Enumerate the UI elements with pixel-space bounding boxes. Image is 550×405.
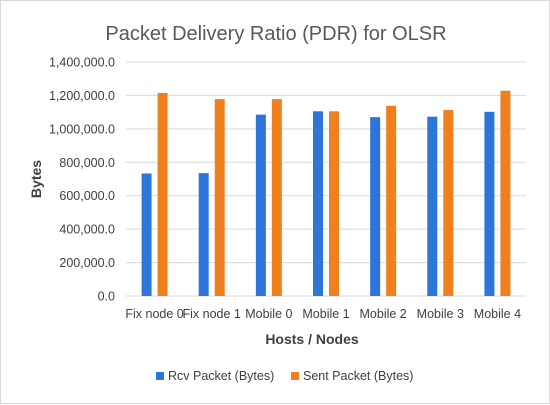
- bar-sent: [443, 109, 454, 296]
- legend-swatch: [156, 372, 164, 380]
- bar-rcv: [198, 173, 209, 296]
- x-tick-label: Mobile 1: [302, 307, 349, 321]
- y-tick-label: 400,000.0: [59, 223, 115, 237]
- bar-rcv: [313, 111, 323, 296]
- x-tick-label: Fix node 0: [125, 307, 183, 321]
- y-axis-title: Bytes: [28, 160, 44, 198]
- x-tick-label: Mobile 2: [360, 307, 407, 321]
- bar-sent: [271, 99, 282, 296]
- legend: Rcv Packet (Bytes) Sent Packet (Bytes): [156, 369, 413, 383]
- y-tick-label: 800,000.0: [59, 156, 115, 170]
- x-tick-label: Mobile 4: [474, 307, 521, 321]
- legend-swatch: [291, 372, 299, 380]
- bar-sent: [214, 99, 225, 296]
- y-tick-label: 0.0: [98, 290, 115, 304]
- x-tick-label: Fix node 1: [183, 307, 241, 321]
- gridlines: [126, 61, 526, 297]
- bar-rcv: [370, 117, 381, 297]
- legend-label: Sent Packet (Bytes): [303, 369, 413, 383]
- y-tick-label: 1,400,000.0: [49, 56, 115, 70]
- x-tick-label: Mobile 3: [417, 307, 464, 321]
- y-tick-label: 1,200,000.0: [49, 89, 115, 103]
- x-tick-label: Mobile 0: [245, 307, 292, 321]
- bar-rcv: [255, 114, 266, 297]
- bar-rcv: [484, 111, 495, 297]
- bars: [141, 90, 511, 297]
- legend-label: Rcv Packet (Bytes): [168, 369, 274, 383]
- bar-rcv: [427, 116, 438, 296]
- bar-sent: [386, 105, 397, 296]
- y-axis-ticks: 0.0 200,000.0 400,000.0 600,000.0 800,000.0 1…: [49, 56, 115, 304]
- y-tick-label: 200,000.0: [59, 256, 115, 270]
- y-tick-label: 1,000,000.0: [49, 122, 115, 136]
- x-axis-title: Hosts / Nodes: [265, 331, 359, 347]
- bar-rcv: [141, 173, 152, 296]
- chart-title: Packet Delivery Ratio (PDR) for OLSR: [105, 23, 446, 45]
- bar-sent: [500, 90, 511, 297]
- bar-sent: [329, 111, 339, 296]
- bar-sent: [157, 92, 168, 297]
- y-tick-label: 600,000.0: [59, 189, 115, 203]
